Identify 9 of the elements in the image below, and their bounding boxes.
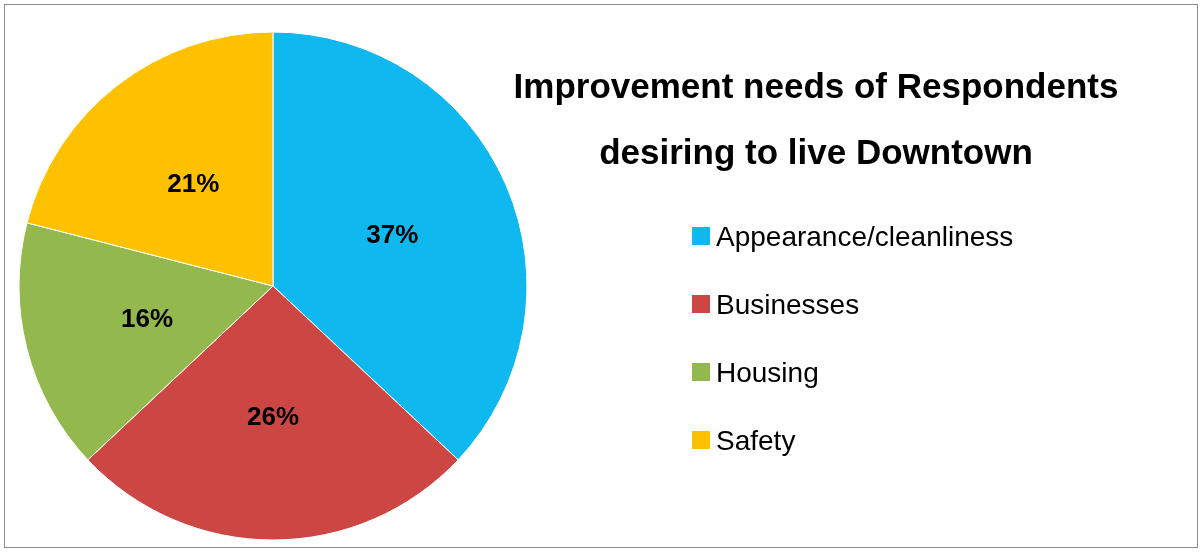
legend-label: Safety — [716, 424, 796, 456]
legend-label: Businesses — [716, 288, 860, 320]
data-label: 37% — [366, 219, 419, 250]
data-label: 21% — [167, 168, 220, 199]
legend-label: Appearance/cleanliness — [716, 220, 1014, 252]
data-label: 16% — [121, 303, 174, 334]
data-label: 26% — [246, 401, 300, 431]
legend-label: Housing — [716, 356, 819, 388]
text: Improvement needs of Respondents desiring to live Downtown — [513, 65, 1119, 171]
